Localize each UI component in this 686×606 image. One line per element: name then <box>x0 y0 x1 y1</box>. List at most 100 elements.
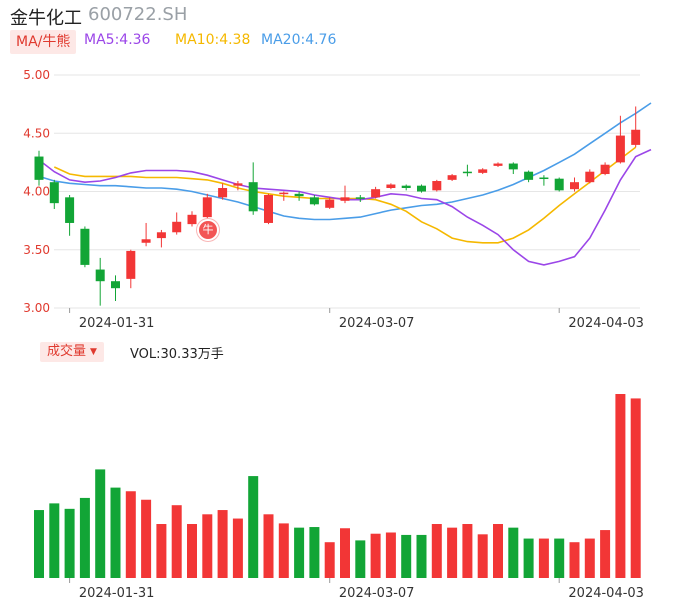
candle-up <box>570 182 579 190</box>
candle-down <box>417 185 426 192</box>
candle-down <box>508 163 518 170</box>
candle-down <box>524 171 534 180</box>
y-tick-label: 4.00 <box>23 185 50 199</box>
candle-down <box>95 269 105 282</box>
y-tick-label: 5.00 <box>23 68 50 82</box>
volume-bar-up <box>202 514 213 578</box>
stock-name: 金牛化工 <box>10 8 82 29</box>
candle-down <box>49 182 59 204</box>
candle-down <box>248 182 258 212</box>
volume-bar-up <box>125 491 136 578</box>
volume-bar-down <box>110 487 121 578</box>
ma10-legend: MA10:4.38 <box>175 32 251 48</box>
x-tick-label: 2024-04-03 <box>568 316 644 331</box>
candle-up <box>478 169 488 173</box>
volume-bar-down <box>554 538 565 578</box>
candle-up <box>172 221 182 233</box>
volume-bar-down <box>95 469 106 578</box>
volume-bar-up <box>431 524 442 578</box>
candle-down <box>34 156 44 180</box>
volume-x-tick-label: 2024-04-03 <box>568 586 644 601</box>
candle-up <box>264 194 273 223</box>
y-tick-label: 3.50 <box>23 243 50 257</box>
candle-down <box>309 197 319 205</box>
volume-bar-down <box>523 538 534 578</box>
candle-up <box>615 135 625 163</box>
candle-up <box>233 183 243 186</box>
volume-bar-up <box>278 523 289 578</box>
volume-bar-down <box>294 527 305 578</box>
volume-bar-down <box>248 476 259 578</box>
candle-down <box>539 177 549 180</box>
candle-down <box>462 171 472 174</box>
candle-down <box>80 228 90 265</box>
candle-down <box>111 281 120 289</box>
volume-value: VOL:30.33万手 <box>130 347 224 362</box>
volume-bar-up <box>217 510 228 578</box>
y-tick-label: 3.00 <box>23 301 50 315</box>
ma-indicator-switch[interactable]: MA/牛熊 <box>10 30 77 54</box>
volume-bar-down <box>508 527 519 578</box>
candle-up <box>218 188 228 198</box>
volume-bar-down <box>34 510 44 578</box>
candle-up <box>202 197 212 218</box>
candle-up <box>493 163 503 166</box>
volume-bar-up <box>630 398 641 578</box>
candle-down <box>401 185 411 189</box>
volume-bar-up <box>538 538 549 578</box>
bull-icon[interactable]: 牛 <box>199 221 217 239</box>
volume-bar-down <box>64 508 75 578</box>
volume-bar-up <box>171 505 182 578</box>
volume-bar-up <box>156 524 167 578</box>
candle-up <box>187 214 197 225</box>
candle-down <box>294 193 304 197</box>
candle-up <box>371 189 381 198</box>
candle-up <box>340 197 350 201</box>
candle-up <box>156 232 166 239</box>
volume-bar-up <box>584 538 595 578</box>
volume-bar-up <box>385 532 396 578</box>
volume-bar-up <box>187 524 197 578</box>
x-tick-label: 2024-01-31 <box>79 316 155 331</box>
candle-up <box>386 184 396 189</box>
volume-x-tick-label: 2024-01-31 <box>79 586 155 601</box>
ma5-line <box>38 148 652 266</box>
candle-up <box>600 164 610 175</box>
ma20-line <box>38 102 652 221</box>
volume-x-tick-label: 2024-03-07 <box>339 586 415 601</box>
x-tick-label: 2024-03-07 <box>339 316 415 331</box>
volume-bar-up <box>615 394 626 578</box>
volume-switch-label: 成交量 <box>47 344 87 359</box>
candle-up <box>141 239 151 243</box>
volume-bar-up <box>340 528 350 578</box>
volume-bar-up <box>141 499 152 578</box>
volume-bar-down <box>416 534 427 578</box>
volume-bar-up <box>324 542 335 578</box>
candle-down <box>554 178 564 191</box>
candle-up <box>585 171 595 183</box>
candle-up <box>325 199 335 208</box>
candle-up <box>447 175 457 180</box>
volume-bar-down <box>79 497 90 578</box>
candle-up <box>432 181 442 191</box>
candle-down <box>65 197 75 223</box>
candle-down <box>355 197 365 199</box>
stock-code: 600722.SH <box>88 4 188 25</box>
volume-bar-up <box>370 533 381 578</box>
volume-bar-up <box>477 534 488 578</box>
volume-bar-down <box>309 527 320 578</box>
volume-bar-down <box>355 540 366 578</box>
volume-bar-up <box>447 527 458 578</box>
y-tick-label: 4.50 <box>23 126 50 140</box>
ma5-legend: MA5:4.36 <box>84 32 151 48</box>
volume-indicator-switch[interactable]: 成交量 ▼ <box>40 342 104 362</box>
volume-bar-up <box>263 514 274 578</box>
volume-bar-up <box>569 542 580 578</box>
volume-bar-down <box>401 534 412 578</box>
volume-bar-down <box>49 503 60 578</box>
caret-down-icon: ▼ <box>90 347 97 357</box>
volume-bar-up <box>462 524 473 578</box>
volume-bar-up <box>493 524 503 578</box>
volume-bar-up <box>600 530 611 578</box>
